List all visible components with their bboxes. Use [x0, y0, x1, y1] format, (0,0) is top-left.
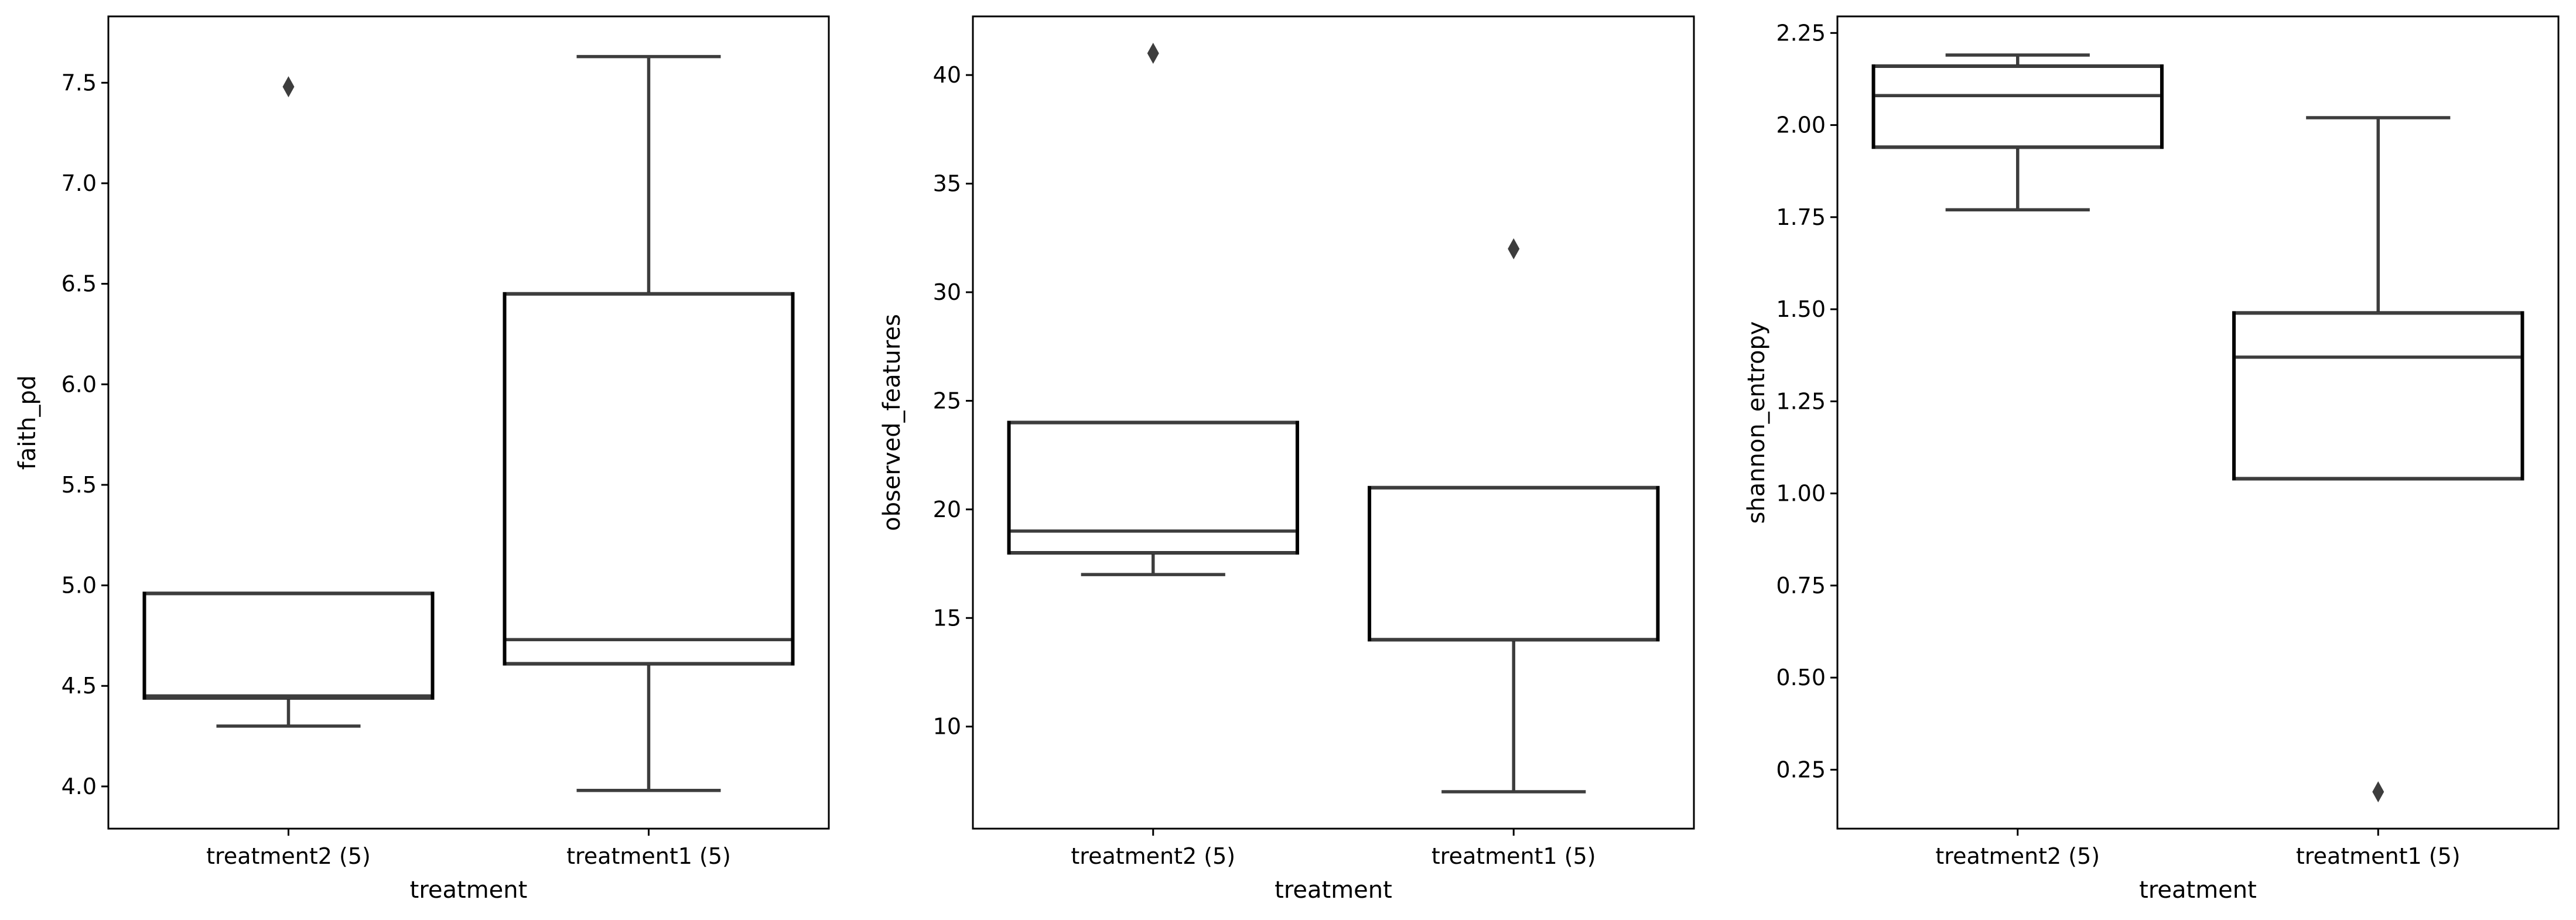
y-tick-label: 2.00: [1776, 112, 1826, 138]
y-tick-label: 0.50: [1776, 665, 1826, 690]
iqr-box: [503, 292, 795, 666]
y-tick-label: 30: [933, 279, 961, 305]
x-tick-label: treatment2 (5): [206, 843, 371, 869]
y-tick-label: 7.0: [62, 170, 97, 196]
y-tick-label: 6.0: [62, 371, 97, 397]
y-tick-label: 5.5: [62, 472, 97, 498]
outlier-point: [2372, 781, 2384, 803]
box-1: [142, 76, 435, 728]
y-tick-label: 6.5: [62, 271, 97, 297]
x-axis-label: treatment: [410, 877, 528, 904]
y-tick-label: 1.75: [1776, 204, 1826, 230]
x-tick-label: treatment1 (5): [1432, 843, 1596, 869]
x-axis-label: treatment: [2139, 877, 2257, 904]
x-tick-label: treatment1 (5): [566, 843, 731, 869]
y-tick-label: 0.75: [1776, 573, 1826, 598]
outlier-point: [1508, 238, 1520, 259]
y-tick-label: 4.0: [62, 774, 97, 799]
y-tick-label: 2.25: [1776, 20, 1826, 46]
y-tick-label: 10: [933, 714, 961, 740]
y-axis-label: observed_features: [879, 314, 906, 531]
outlier-point: [282, 76, 295, 98]
y-tick-label: 1.50: [1776, 296, 1826, 322]
iqr-box: [1871, 64, 2164, 149]
y-tick-label: 20: [933, 497, 961, 522]
y-axis-label: shannon_entropy: [1743, 322, 1770, 524]
plot-frame: [107, 15, 830, 830]
plot-frame: [972, 15, 1695, 830]
y-tick-label: 7.5: [62, 70, 97, 95]
y-tick-label: 1.00: [1776, 481, 1826, 507]
box-2: [1368, 238, 1660, 794]
panel-3: 0.25 0.50 0.75 1.00 1.25 1.50 1.75 2.00 2.25 trea…: [1743, 15, 2560, 904]
box-2: [503, 54, 795, 792]
y-tick-label: 5.0: [62, 573, 97, 598]
x-axis-label: treatment: [1275, 877, 1392, 904]
y-tick-label: 35: [933, 171, 961, 197]
box-2: [2232, 116, 2524, 803]
y-tick-label: 0.25: [1776, 757, 1826, 782]
iqr-box: [1007, 420, 1299, 555]
x-tick-label: treatment1 (5): [2296, 843, 2461, 869]
y-axis-label: faith_pd: [14, 375, 41, 470]
iqr-box: [142, 591, 435, 700]
iqr-box: [2232, 311, 2524, 481]
x-tick-label: treatment2 (5): [1071, 843, 1235, 869]
y-tick-label: 40: [933, 62, 961, 88]
box-1: [1871, 53, 2164, 211]
iqr-box: [1368, 485, 1660, 642]
y-tick-label: 15: [933, 605, 961, 631]
outlier-point: [1147, 43, 1159, 64]
y-tick-label: 4.5: [62, 673, 97, 699]
y-tick-label: 25: [933, 388, 961, 413]
box-1: [1007, 43, 1299, 576]
plot-frame: [1836, 15, 2560, 830]
panel-2: 10 15 20 25 30 35 40 treatment2 (5) treatment1 (…: [879, 15, 1695, 904]
panel-1: 4.0 4.5 5.0 5.5 6.0 6.5 7.0 7.5 treatment2 (5) tr…: [14, 15, 830, 904]
y-tick-label: 1.25: [1776, 388, 1826, 414]
x-tick-label: treatment2 (5): [1935, 843, 2100, 869]
